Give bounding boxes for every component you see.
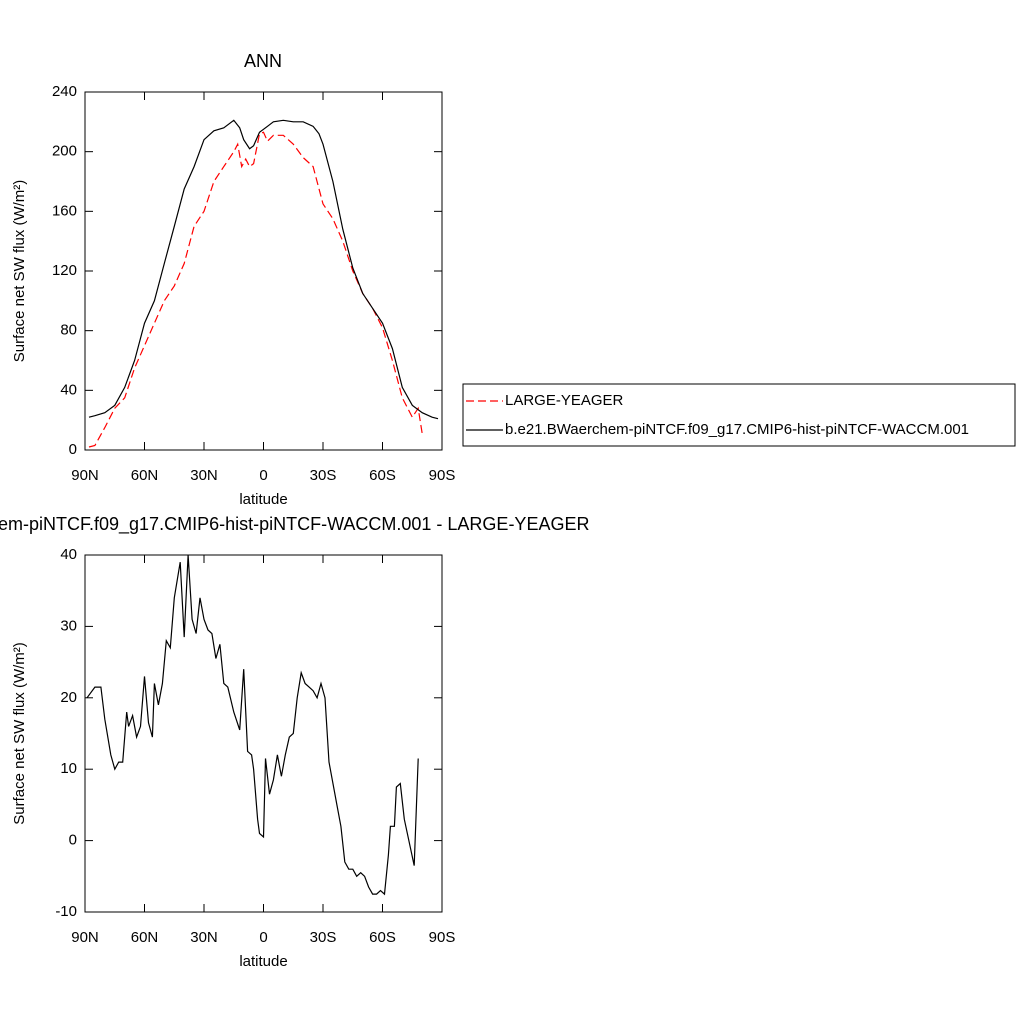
- data-line: [86, 554, 419, 896]
- y-tick-label: 160: [52, 202, 77, 219]
- x-axis-label: latitude: [239, 953, 287, 970]
- y-tick-label: 40: [60, 546, 77, 563]
- y-tick-label: 120: [52, 262, 77, 279]
- legend-label: b.e21.BWaerchem-piNTCF.f09_g17.CMIP6-his…: [505, 421, 969, 438]
- x-tick-label: 90N: [71, 467, 99, 484]
- plot-frame: [84, 91, 443, 451]
- y-tick-label: 200: [52, 143, 77, 160]
- y-axis-label: Surface net SW flux (W/m²): [11, 180, 28, 363]
- y-tick-label: 30: [60, 617, 77, 634]
- y-tick-label: 20: [60, 689, 77, 706]
- x-tick-label: 0: [259, 467, 267, 484]
- chart-title: ANN: [244, 51, 282, 71]
- legend-box: [462, 383, 1016, 447]
- x-tick-label: 60S: [369, 929, 396, 946]
- chart-title: em-piNTCF.f09_g17.CMIP6-hist-piNTCF-WACC…: [0, 514, 589, 535]
- x-tick-label: 90S: [429, 929, 456, 946]
- x-tick-label: 30S: [310, 467, 337, 484]
- x-tick-label: 30N: [190, 929, 218, 946]
- data-line: [88, 131, 423, 448]
- x-tick-label: 60N: [131, 467, 159, 484]
- legend-label: LARGE-YEAGER: [505, 392, 624, 409]
- x-tick-label: 60S: [369, 467, 396, 484]
- x-tick-label: 0: [259, 929, 267, 946]
- y-tick-label: 10: [60, 760, 77, 777]
- x-tick-label: 90N: [71, 929, 99, 946]
- x-axis-label: latitude: [239, 491, 287, 508]
- x-tick-label: 30N: [190, 467, 218, 484]
- y-tick-label: 40: [60, 381, 77, 398]
- y-tick-label: 0: [69, 832, 77, 849]
- y-tick-label: 0: [69, 441, 77, 458]
- y-tick-label: 240: [52, 83, 77, 100]
- data-line: [88, 119, 439, 420]
- x-tick-label: 60N: [131, 929, 159, 946]
- y-axis-label: Surface net SW flux (W/m²): [11, 642, 28, 825]
- y-tick-label: -10: [55, 903, 77, 920]
- x-tick-label: 30S: [310, 929, 337, 946]
- x-tick-label: 90S: [429, 467, 456, 484]
- y-tick-label: 80: [60, 322, 77, 339]
